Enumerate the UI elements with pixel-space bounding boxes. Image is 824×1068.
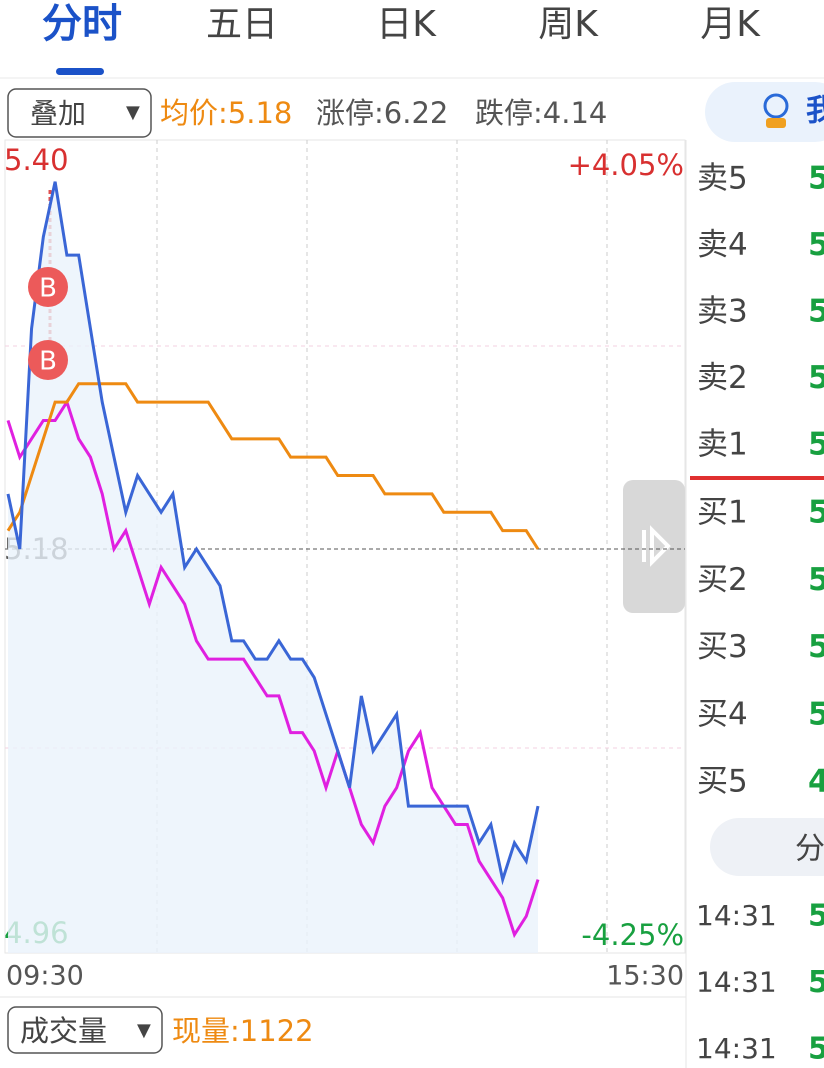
feature-button[interactable]: 我: [806, 94, 824, 129]
sell-price: 5: [808, 294, 824, 330]
order-book: 卖5 5 卖4 5 卖3 5 卖2 5 卖1 5 买1 5 买2 5 买3 5 买4 5 买5 4 14:31 5 14:3…: [696, 161, 824, 1067]
trade-time: 14:31: [696, 899, 777, 932]
buy-price: 4: [808, 764, 824, 800]
tab[interactable]: 五日: [206, 4, 278, 45]
volume-select[interactable]: 成交量: [20, 1014, 107, 1048]
tab[interactable]: 月K: [700, 4, 761, 45]
tab[interactable]: 周K: [538, 4, 599, 45]
buy-price: 5: [808, 629, 824, 665]
sell-level: 卖3: [697, 294, 748, 330]
trade-price: 5: [808, 965, 824, 1000]
series-line: [6, 181, 540, 886]
svg-text:B: B: [39, 347, 57, 377]
pct-label: +4.05%: [568, 148, 684, 182]
y-tick-label: 5.40: [4, 143, 69, 177]
sell-level: 卖4: [697, 227, 748, 263]
buy-price: 5: [808, 495, 824, 531]
buy-level: 买5: [697, 764, 748, 800]
buy-level: 买4: [697, 696, 748, 732]
limit-up: 涨停:6.22: [316, 96, 448, 130]
tabs: 分时 五日 日K 周K 月K: [42, 1, 761, 47]
dropdown-arrow: ▼: [126, 102, 140, 123]
buy-level: 买3: [697, 629, 748, 665]
sell-level: 卖1: [697, 427, 748, 463]
pct-label: -4.25%: [581, 918, 684, 952]
sell-level: 卖2: [697, 360, 748, 396]
trade-time: 14:31: [696, 1032, 777, 1065]
sell-price: 5: [808, 360, 824, 396]
sell-price: 5: [808, 427, 824, 463]
tab[interactable]: 日K: [376, 4, 437, 45]
buy-level: 买1: [697, 495, 748, 531]
series-line: [6, 382, 540, 550]
x-tick-label: 15:30: [606, 961, 684, 992]
trade-price: 5: [808, 899, 824, 934]
trades-tab[interactable]: 分: [795, 832, 824, 867]
svg-text:B: B: [39, 274, 57, 304]
sell-level: 卖5: [697, 161, 748, 197]
limit-down: 跌停:4.14: [475, 96, 607, 130]
trade-time: 14:31: [696, 966, 777, 999]
buy-price: 5: [808, 696, 824, 732]
price-area: [8, 181, 538, 953]
current-volume: 现量:1122: [172, 1014, 314, 1048]
series-line: [6, 398, 540, 939]
buy-markers: B B: [28, 267, 68, 380]
x-tick-label: 09:30: [6, 961, 84, 992]
trade-price: 5: [808, 1032, 824, 1067]
dropdown-arrow: ▼: [137, 1020, 151, 1041]
buy-level: 买2: [697, 562, 748, 598]
tab[interactable]: 分时: [42, 1, 122, 47]
sell-price: 5: [808, 161, 824, 197]
overlay-select[interactable]: 叠加: [30, 97, 86, 130]
sell-price: 5: [808, 227, 824, 263]
avg-price: 均价:5.18: [160, 96, 292, 130]
buy-price: 5: [808, 562, 824, 598]
